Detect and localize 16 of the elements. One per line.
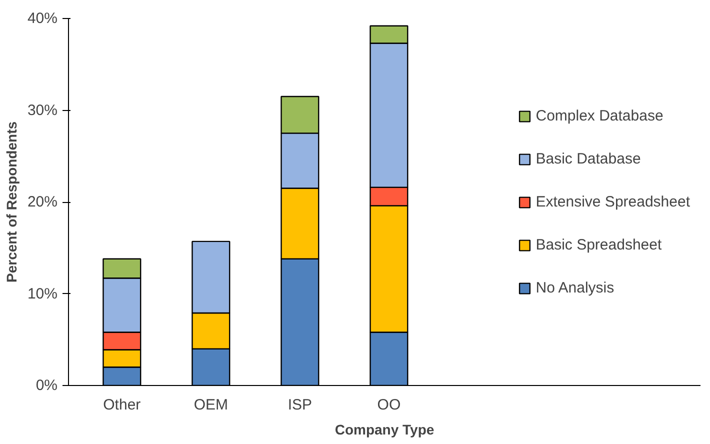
y-axis-title: Percent of Respondents [3, 121, 20, 283]
x-axis-title: Company Type [334, 422, 434, 438]
legend-label: Basic Database [536, 150, 641, 167]
x-tick-label: Other [103, 396, 141, 414]
x-tick-label: OEM [194, 396, 228, 414]
legend-label: No Analysis [536, 279, 614, 296]
y-tick-label: 20% [27, 194, 58, 210]
legend-label: Complex Database [536, 107, 664, 124]
legend-label: Extensive Spreadsheet [536, 193, 690, 210]
x-tick-label: OO [377, 396, 401, 414]
x-tick-label: ISP [288, 396, 312, 414]
y-tick-label: 30% [27, 102, 58, 119]
y-tick-label: 10% [27, 285, 58, 302]
y-tick-label: 40% [27, 10, 58, 27]
legend-label: Basic Spreadsheet [536, 236, 662, 253]
y-tick-label: 0% [36, 377, 58, 394]
